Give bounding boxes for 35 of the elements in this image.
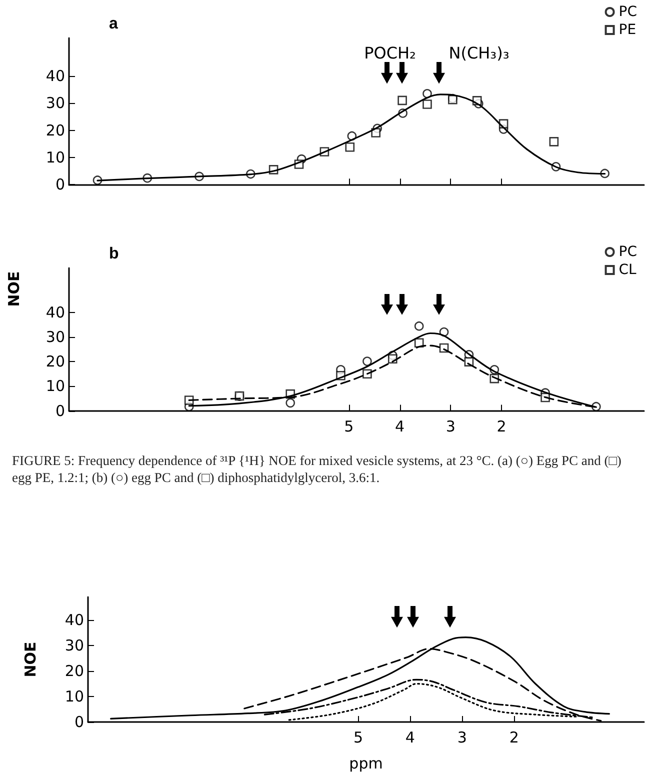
x-tick-label: 5 [344,417,354,436]
text: b [109,246,119,262]
y-tick-label: 10 [64,687,84,706]
y-tick-label: 20 [46,121,65,140]
legend-label: PC [618,4,638,20]
x-tick-label: 3 [446,417,456,436]
y-tick-label: 0 [55,402,65,420]
x-tick-label: 2 [509,728,519,746]
text: a [109,16,118,32]
y-tick-label: 20 [46,352,65,371]
legend-label: PE [618,22,636,38]
annotation: POCH₂ [364,44,416,62]
y-tick-label: 0 [55,176,65,194]
y-axis-title: NOE [22,642,40,678]
x-tick-label: 2 [496,417,506,436]
x-tick-label: 4 [405,728,415,746]
y-tick-label: 30 [64,636,84,654]
caption: FIGURE 5: Frequency dependence of ³¹P {¹H} NOE for mixed vesicle systems, at 23 °C. (a) (○) Egg PC and (□) egg PE, 1.2:1; (b) (○) egg PC and (□) diphosphatidylglycerol, 3.6:1. [12,452,622,486]
y-tick-label: 10 [46,377,65,396]
y-axis-title: NOE [4,271,23,307]
y-tick-label: 20 [64,662,84,680]
x-axis-title: ppm [349,754,383,772]
y-tick-label: 40 [46,303,65,322]
x-tick-label: 4 [394,417,405,436]
x-tick-label: 5 [353,728,363,746]
y-tick-label: 40 [64,610,84,629]
annotation: N(CH₃)₃ [448,44,510,62]
y-tick-label: 30 [46,94,65,112]
legend-label: CL [618,262,637,278]
y-tick-label: 10 [46,148,65,166]
y-tick-label: 0 [74,713,84,731]
x-tick-label: 3 [457,728,467,746]
legend-label: PC [618,244,638,260]
y-tick-label: 40 [46,67,65,86]
y-tick-label: 30 [46,328,65,346]
